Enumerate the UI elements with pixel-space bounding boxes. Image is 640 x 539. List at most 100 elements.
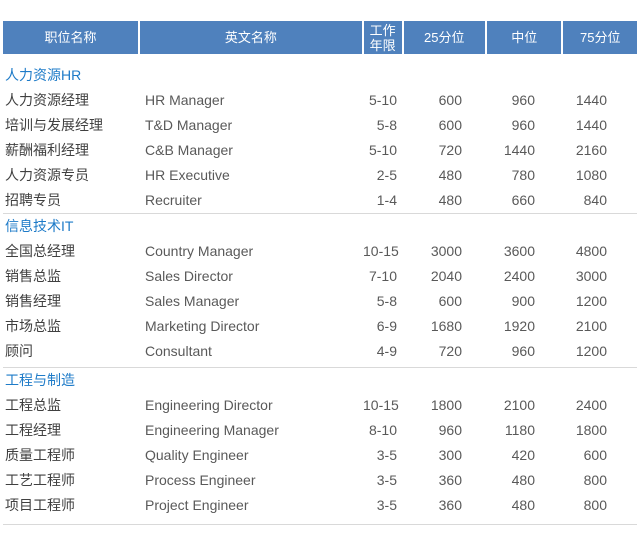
work-years-cell: 7-10: [368, 268, 397, 284]
percentile-75-cell: 1080: [575, 167, 607, 183]
position-name-cell: 项目工程师: [5, 497, 75, 513]
percentile-75-cell: 2100: [575, 318, 607, 334]
work-years-cell: 4-9: [376, 343, 397, 359]
position-name-cell: 人力资源经理: [5, 92, 89, 108]
position-name-cell: 薪酬福利经理: [5, 142, 89, 158]
english-name-cell: Sales Manager: [145, 293, 240, 309]
work-years-cell: 5-8: [376, 117, 397, 133]
percentile-25-cell: 1800: [430, 397, 462, 413]
percentile-25-cell: 480: [438, 192, 462, 208]
median-cell: 1440: [503, 142, 535, 158]
table-row: 培训与发展经理 T&D Manager 5-8 600 960 1440: [3, 113, 637, 138]
median-cell: 2400: [503, 268, 535, 284]
table-row: 市场总监 Marketing Director 6-9 1680 1920 2100: [3, 314, 637, 339]
table-row: 招聘专员 Recruiter 1-4 480 660 840: [3, 188, 637, 213]
table-row: 人力资源专员 HR Executive 2-5 480 780 1080: [3, 163, 637, 188]
english-name-cell: Engineering Director: [145, 397, 273, 413]
percentile-75-cell: 3000: [575, 268, 607, 284]
work-years-cell: 3-5: [376, 497, 397, 513]
section-title: 工程与制造: [5, 372, 75, 388]
english-name-cell: Process Engineer: [145, 472, 256, 488]
position-name-cell: 人力资源专员: [5, 167, 89, 183]
percentile-25-cell: 600: [438, 293, 462, 309]
median-cell: 660: [511, 192, 535, 208]
percentile-25-cell: 360: [438, 497, 462, 513]
english-name-cell: Project Engineer: [145, 497, 249, 513]
table-row: 顾问 Consultant 4-9 720 960 1200: [3, 339, 637, 364]
median-cell: 900: [511, 293, 535, 309]
table-header: 职位名称 英文名称 工作年限 25分位 中位 75分位: [3, 21, 637, 54]
table-row: 全国总经理 Country Manager 10-15 3000 3600 4800: [3, 239, 637, 264]
percentile-25-cell: 720: [438, 142, 462, 158]
table-body: 人力资源HR 人力资源经理 HR Manager 5-10 600 960 1440 培训与发…: [3, 63, 637, 518]
median-cell: 2100: [503, 397, 535, 413]
section-title: 信息技术IT: [5, 218, 74, 234]
percentile-75-cell: 1440: [575, 92, 607, 108]
salary-table: 职位名称 英文名称 工作年限 25分位 中位 75分位 人力资源HR 人力资源经理 HR Ma…: [3, 21, 637, 525]
percentile-25-cell: 600: [438, 92, 462, 108]
work-years-cell: 8-10: [368, 422, 397, 438]
percentile-75-cell: 1200: [575, 293, 607, 309]
work-years-cell: 5-10: [368, 92, 397, 108]
median-cell: 420: [511, 447, 535, 463]
work-years-cell: 5-10: [368, 142, 397, 158]
table-row: 销售总监 Sales Director 7-10 2040 2400 3000: [3, 264, 637, 289]
position-name-cell: 工艺工程师: [5, 472, 75, 488]
percentile-75-cell: 800: [583, 472, 607, 488]
percentile-75-cell: 600: [583, 447, 607, 463]
position-name-cell: 销售经理: [5, 293, 61, 309]
percentile-75-cell: 1800: [575, 422, 607, 438]
median-cell: 960: [511, 92, 535, 108]
work-years-cell: 10-15: [363, 243, 399, 259]
position-name-cell: 全国总经理: [5, 243, 75, 259]
percentile-75-cell: 840: [583, 192, 607, 208]
table-row: 销售经理 Sales Manager 5-8 600 900 1200: [3, 289, 637, 314]
median-cell: 960: [511, 343, 535, 359]
position-name-cell: 销售总监: [5, 268, 61, 284]
column-header-1: 职位名称: [3, 21, 139, 54]
median-cell: 1180: [504, 422, 535, 438]
column-header-5: 中位: [486, 21, 562, 54]
percentile-75-cell: 800: [583, 497, 607, 513]
percentile-25-cell: 1680: [430, 318, 462, 334]
position-name-cell: 市场总监: [5, 318, 61, 334]
median-cell: 480: [511, 497, 535, 513]
work-years-cell: 1-4: [376, 192, 397, 208]
english-name-cell: HR Manager: [145, 92, 225, 108]
percentile-25-cell: 480: [438, 167, 462, 183]
percentile-25-cell: 720: [438, 343, 462, 359]
section-title: 人力资源HR: [5, 67, 82, 83]
work-years-cell: 2-5: [376, 167, 397, 183]
percentile-75-cell: 1200: [575, 343, 607, 359]
english-name-cell: Sales Director: [145, 268, 233, 284]
work-years-cell: 6-9: [376, 318, 397, 334]
position-name-cell: 招聘专员: [5, 192, 61, 208]
table-row: 工程经理 Engineering Manager 8-10 960 1180 1800: [3, 418, 637, 443]
work-years-cell: 3-5: [376, 447, 397, 463]
percentile-25-cell: 3000: [430, 243, 462, 259]
column-header-2: 英文名称: [140, 21, 362, 54]
median-cell: 960: [511, 117, 535, 133]
percentile-75-cell: 2160: [575, 142, 607, 158]
table-row: 工程总监 Engineering Director 10-15 1800 2100 240…: [3, 393, 637, 418]
english-name-cell: T&D Manager: [145, 117, 233, 133]
english-name-cell: Recruiter: [145, 192, 202, 208]
position-name-cell: 培训与发展经理: [5, 117, 103, 133]
position-name-cell: 工程经理: [5, 422, 61, 438]
percentile-25-cell: 300: [438, 447, 462, 463]
column-header-4: 25分位: [403, 21, 485, 54]
median-cell: 1920: [503, 318, 535, 334]
english-name-cell: Quality Engineer: [145, 447, 249, 463]
percentile-75-cell: 1440: [575, 117, 607, 133]
english-name-cell: Country Manager: [145, 243, 254, 259]
table-row: 薪酬福利经理 C&B Manager 5-10 720 1440 2160: [3, 138, 637, 163]
column-header-3: 工作年限: [363, 21, 402, 54]
percentile-75-cell: 2400: [575, 397, 607, 413]
work-years-cell: 10-15: [363, 397, 399, 413]
table-section-2: 信息技术IT 全国总经理 Country Manager 10-15 3000 3600 4…: [3, 213, 637, 364]
position-name-cell: 工程总监: [5, 397, 61, 413]
table-section-3: 工程与制造工程总监 Engineering Director 10-15 1800 21…: [3, 367, 637, 518]
table-row: 人力资源经理 HR Manager 5-10 600 960 1440: [3, 88, 637, 113]
english-name-cell: Engineering Manager: [145, 422, 279, 438]
column-header-6: 75分位: [563, 21, 637, 54]
